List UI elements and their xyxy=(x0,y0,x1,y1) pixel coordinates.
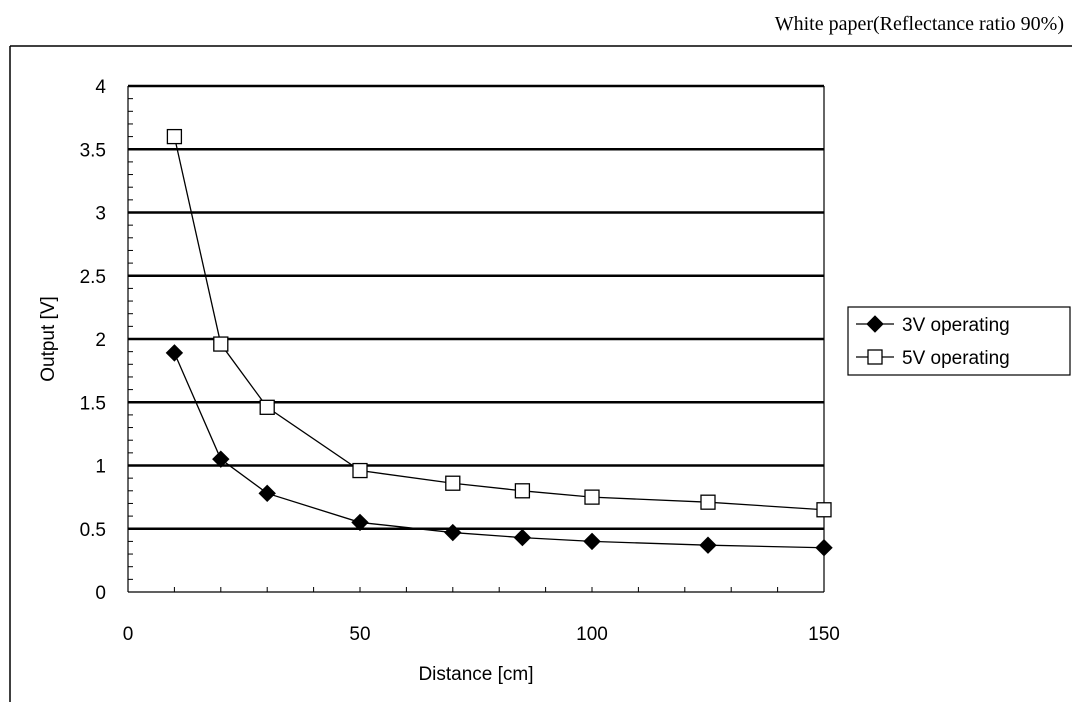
data-point-s1-2 xyxy=(259,399,275,415)
legend-label-0: 3V operating xyxy=(902,315,1010,336)
data-point-s1-3 xyxy=(352,462,368,479)
legend-marker-1 xyxy=(867,349,883,365)
y-tick-label: 4 xyxy=(95,77,106,98)
y-tick-label: 2.5 xyxy=(80,267,106,288)
data-point-s1-8 xyxy=(816,502,832,518)
x-tick-label: 150 xyxy=(808,624,840,645)
x-tick-label: 50 xyxy=(349,624,370,645)
data-point-s1-6 xyxy=(584,489,600,505)
legend: 3V operating 5V operating xyxy=(847,306,1071,376)
data-point-s0-5 xyxy=(513,528,532,547)
y-tick-label: 1.5 xyxy=(80,393,106,414)
y-tick-label: 0 xyxy=(95,583,106,604)
data-point-s0-8 xyxy=(815,539,833,557)
data-point-s1-0 xyxy=(166,128,183,145)
data-point-s1-4 xyxy=(445,475,461,491)
x-tick-label: 100 xyxy=(576,624,608,645)
x-axis-label: Distance [cm] xyxy=(418,664,533,685)
y-tick-label: 3 xyxy=(95,204,106,225)
data-point-s0-3 xyxy=(351,513,369,532)
x-tick-labels: 0 50 100 150 xyxy=(123,624,840,645)
legend-box xyxy=(847,306,1071,376)
data-point-s0-2 xyxy=(258,484,276,503)
data-point-s0-6 xyxy=(583,532,601,551)
legend-label-1: 5V operating xyxy=(902,348,1010,369)
data-point-s0-0 xyxy=(165,344,184,362)
data-point-s0-1 xyxy=(212,450,230,468)
data-point-s0-7 xyxy=(699,536,717,554)
y-tick-label: 3.5 xyxy=(80,140,106,161)
y-tick-label: 2 xyxy=(95,330,106,351)
series-layer xyxy=(165,128,833,557)
data-point-s1-5 xyxy=(514,483,531,499)
data-point-s1-1 xyxy=(213,336,229,352)
x-tick-label: 0 xyxy=(123,624,134,645)
legend-items: 3V operating 5V operating xyxy=(856,315,1010,369)
axes xyxy=(127,85,825,593)
data-point-s1-7 xyxy=(700,494,716,510)
y-tick-label: 1 xyxy=(95,457,106,478)
y-tick-label: 0.5 xyxy=(80,520,106,541)
gridlines xyxy=(128,84,824,531)
legend-marker-0 xyxy=(866,315,884,333)
y-tick-labels: 0 0.5 1 1.5 2 2.5 3 3.5 4 xyxy=(80,77,107,604)
data-point-s0-4 xyxy=(444,523,462,542)
y-axis-label: Output [V] xyxy=(38,296,59,382)
chart-caption: White paper(Reflectance ratio 90%) xyxy=(775,13,1064,35)
